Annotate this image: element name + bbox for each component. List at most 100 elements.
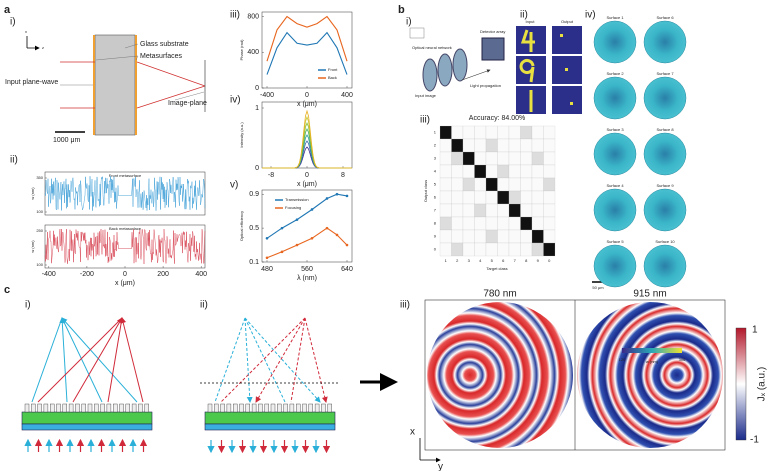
- width-profile: [44, 175, 206, 211]
- label: Input plane-wave: [5, 79, 58, 86]
- label: z: [42, 45, 44, 50]
- matrix-cell: [451, 216, 464, 231]
- pillar: [125, 403, 131, 413]
- matrix-cell: [497, 242, 510, 257]
- ray: [61, 317, 103, 403]
- surface-map: [643, 20, 687, 64]
- class-label: 5: [434, 182, 437, 187]
- matrix-cell: [497, 177, 510, 192]
- matrix-cell: [531, 138, 544, 153]
- matrix-cell: [508, 138, 521, 153]
- pillar: [314, 403, 320, 413]
- sub-label: iii): [420, 115, 430, 126]
- matrix-cell: [497, 216, 510, 231]
- field-pattern: [577, 302, 723, 448]
- matrix-cell: [520, 177, 533, 192]
- label: Detector array: [480, 29, 505, 34]
- pillar: [321, 403, 326, 413]
- matrix-cell: [520, 151, 533, 166]
- matrix-cell: [520, 138, 533, 153]
- axis-title: w (nm): [30, 187, 35, 200]
- matrix-cell: [485, 203, 498, 218]
- detector-spot: [570, 102, 573, 105]
- ray: [214, 317, 246, 403]
- colorbar: [735, 327, 747, 441]
- width-profile: [44, 228, 206, 265]
- matrix-cell: [508, 164, 521, 179]
- colorbar-tick: 306: [679, 357, 686, 362]
- matrix-cell: [531, 151, 544, 166]
- matrix-cell: [520, 242, 533, 257]
- label: Input: [526, 19, 536, 24]
- surface-map: [593, 244, 637, 288]
- pillar: [327, 403, 332, 413]
- matrix-cell: [451, 229, 464, 244]
- axis-arrows: [26, 36, 39, 48]
- intensity-curve: [262, 134, 352, 169]
- matrix-cell: [485, 216, 498, 231]
- surface-label: Surface 5: [606, 239, 624, 244]
- pillar: [62, 403, 67, 413]
- label: 780 nm: [483, 289, 516, 300]
- class-label: 7: [434, 208, 437, 213]
- ray: [304, 317, 328, 403]
- surface-label: Surface 1: [606, 15, 624, 20]
- surface-map: [643, 244, 687, 288]
- x-tick-label: -400: [260, 92, 274, 99]
- x-tick-label: 400: [341, 92, 353, 99]
- pillar: [75, 403, 80, 413]
- matrix-cell: [508, 125, 521, 140]
- colorbar-title: w (nm): [646, 359, 659, 364]
- sub-label: iv): [230, 95, 241, 106]
- substrate: [204, 411, 336, 425]
- point: [280, 250, 284, 254]
- matrix-cell: [520, 203, 533, 218]
- matrix-cell: [485, 229, 498, 244]
- matrix-cell: [439, 138, 452, 153]
- matrix-cell: [451, 203, 464, 218]
- matrix-cell: [543, 190, 556, 205]
- matrix-cell: [474, 164, 487, 179]
- matrix-cell: [497, 164, 510, 179]
- pillar: [245, 403, 251, 413]
- matrix-cell: [451, 138, 464, 153]
- matrix-cell: [531, 177, 544, 192]
- point: [265, 236, 269, 240]
- point: [335, 233, 339, 237]
- detector-spot: [560, 34, 563, 37]
- class-label: 9: [537, 258, 540, 263]
- matrix-cell: [439, 177, 452, 192]
- axis-arrows: [419, 438, 440, 460]
- point: [310, 208, 314, 211]
- class-label: 4: [479, 258, 482, 263]
- matrix-cell: [543, 164, 556, 179]
- x-tick-label: 0: [305, 172, 309, 179]
- ray: [37, 317, 123, 403]
- field-pattern: [427, 302, 573, 448]
- x-tick-label: 560: [301, 266, 313, 273]
- pillar: [270, 403, 276, 413]
- pillar: [119, 403, 124, 413]
- point: [280, 226, 284, 230]
- series-line: [266, 15, 348, 62]
- ray: [244, 317, 321, 403]
- ray: [244, 317, 253, 403]
- colorbar-tick: -1: [750, 435, 759, 446]
- matrix-cell: [462, 242, 475, 257]
- matrix-cell: [485, 125, 498, 140]
- output-image: [552, 26, 582, 54]
- matrix-cell: [543, 125, 556, 140]
- class-label: 2: [456, 258, 459, 263]
- class-label: 4: [434, 169, 437, 174]
- class-label: 6: [434, 195, 437, 200]
- pillar: [214, 403, 219, 413]
- matrix-cell: [531, 242, 544, 257]
- class-label: 0: [434, 247, 437, 252]
- matrix-cell: [474, 177, 487, 192]
- matrix-cell: [485, 164, 498, 179]
- matrix-cell: [508, 216, 521, 231]
- pillar: [68, 403, 74, 413]
- matrix-cell: [439, 216, 452, 231]
- class-label: 1: [445, 258, 448, 263]
